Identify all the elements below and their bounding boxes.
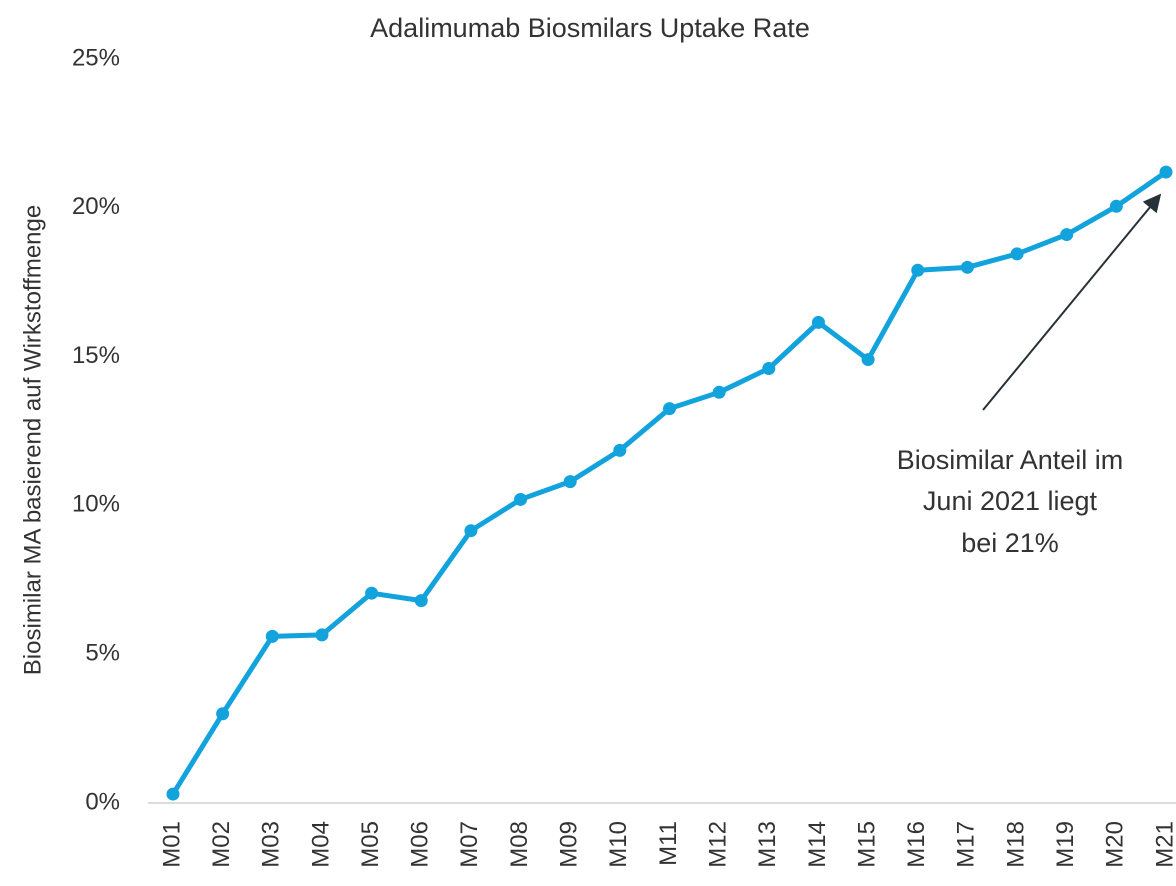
y-tick-label: 15% bbox=[72, 342, 120, 369]
data-point bbox=[315, 628, 329, 642]
y-tick-label: 25% bbox=[72, 44, 120, 71]
x-tick-label: M20 bbox=[1102, 821, 1129, 868]
data-point bbox=[1060, 228, 1074, 242]
data-point bbox=[464, 524, 478, 538]
x-tick-label: M07 bbox=[456, 821, 483, 868]
annotation-arrow bbox=[982, 193, 1162, 411]
x-tick-label: M04 bbox=[307, 821, 334, 868]
data-line bbox=[170, 170, 1168, 796]
data-point bbox=[166, 787, 180, 801]
data-point bbox=[414, 594, 428, 608]
x-tick-label: M18 bbox=[1002, 821, 1029, 868]
x-tick-label: M02 bbox=[208, 821, 235, 868]
x-tick-label: M05 bbox=[357, 821, 384, 868]
data-point bbox=[911, 263, 925, 277]
data-point bbox=[712, 385, 726, 399]
data-point bbox=[861, 353, 875, 367]
y-tick-label: 5% bbox=[85, 640, 120, 667]
data-point bbox=[811, 315, 825, 329]
x-tick-label: M03 bbox=[258, 821, 285, 868]
x-tick-label: M19 bbox=[1052, 821, 1079, 868]
data-point bbox=[762, 362, 776, 376]
annotation: Biosimilar Anteil im bbox=[897, 445, 1124, 475]
x-tick-label: M16 bbox=[903, 821, 930, 868]
data-point bbox=[365, 586, 379, 600]
x-tick-label: M10 bbox=[605, 821, 632, 868]
x-tick-label: M21 bbox=[1151, 821, 1176, 868]
x-tick-label: M17 bbox=[953, 821, 980, 868]
x-tick-label: M09 bbox=[556, 821, 583, 868]
annotation: bei 21% bbox=[961, 528, 1059, 558]
chart-title: Adalimumab Biosmilars Uptake Rate bbox=[370, 13, 810, 43]
data-point bbox=[960, 260, 974, 274]
x-tick-label: M12 bbox=[704, 821, 731, 868]
y-tick-label: 20% bbox=[72, 193, 120, 220]
data-point bbox=[265, 629, 279, 643]
data-point bbox=[563, 475, 577, 489]
x-tick-label: M01 bbox=[158, 821, 185, 868]
y-axis-label: Biosimilar MA basierend auf Wirkstoffmen… bbox=[19, 205, 46, 675]
data-point bbox=[1010, 247, 1024, 261]
data-point bbox=[1159, 165, 1173, 179]
data-point bbox=[216, 707, 230, 721]
x-tick-label: M15 bbox=[853, 821, 880, 868]
y-tick-label: 0% bbox=[85, 788, 120, 815]
data-point bbox=[1109, 199, 1123, 213]
x-tick-label: M11 bbox=[655, 821, 682, 866]
data-point bbox=[663, 402, 676, 416]
annotation: Juni 2021 liegt bbox=[923, 486, 1098, 516]
x-tick-label: M08 bbox=[506, 821, 533, 868]
x-tick-label: M06 bbox=[407, 821, 434, 868]
data-point bbox=[613, 443, 627, 457]
data-point bbox=[514, 492, 528, 506]
x-tick-label: M13 bbox=[754, 821, 781, 868]
x-tick-label: M14 bbox=[804, 821, 831, 868]
y-tick-label: 10% bbox=[72, 491, 120, 518]
